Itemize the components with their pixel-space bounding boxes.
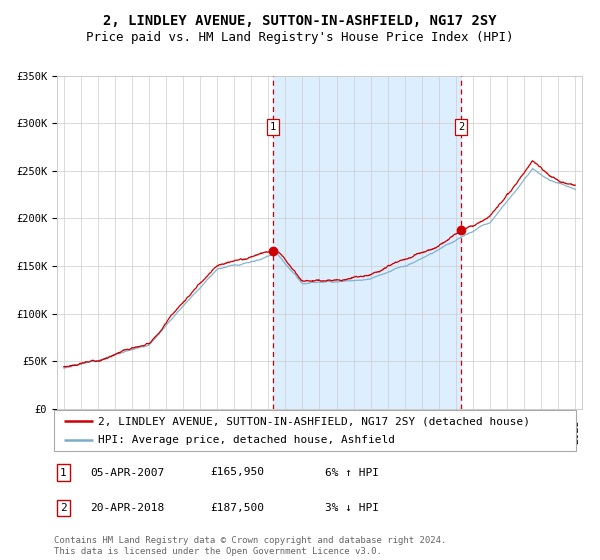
- Text: 6% ↑ HPI: 6% ↑ HPI: [325, 468, 379, 478]
- Text: 2: 2: [60, 503, 67, 513]
- Text: 1: 1: [270, 122, 276, 132]
- Text: 2: 2: [458, 122, 464, 132]
- Text: Contains HM Land Registry data © Crown copyright and database right 2024.
This d: Contains HM Land Registry data © Crown c…: [54, 536, 446, 556]
- Bar: [273, 76, 461, 409]
- Text: 05-APR-2007: 05-APR-2007: [91, 468, 165, 478]
- Text: 2, LINDLEY AVENUE, SUTTON-IN-ASHFIELD, NG17 2SY: 2, LINDLEY AVENUE, SUTTON-IN-ASHFIELD, N…: [103, 14, 497, 28]
- FancyBboxPatch shape: [54, 410, 576, 451]
- Text: £187,500: £187,500: [211, 503, 265, 513]
- Text: 1: 1: [60, 468, 67, 478]
- Text: 3% ↓ HPI: 3% ↓ HPI: [325, 503, 379, 513]
- Text: HPI: Average price, detached house, Ashfield: HPI: Average price, detached house, Ashf…: [98, 435, 395, 445]
- Text: £165,950: £165,950: [211, 468, 265, 478]
- Text: 2, LINDLEY AVENUE, SUTTON-IN-ASHFIELD, NG17 2SY (detached house): 2, LINDLEY AVENUE, SUTTON-IN-ASHFIELD, N…: [98, 417, 530, 426]
- Text: 20-APR-2018: 20-APR-2018: [91, 503, 165, 513]
- Text: Price paid vs. HM Land Registry's House Price Index (HPI): Price paid vs. HM Land Registry's House …: [86, 31, 514, 44]
